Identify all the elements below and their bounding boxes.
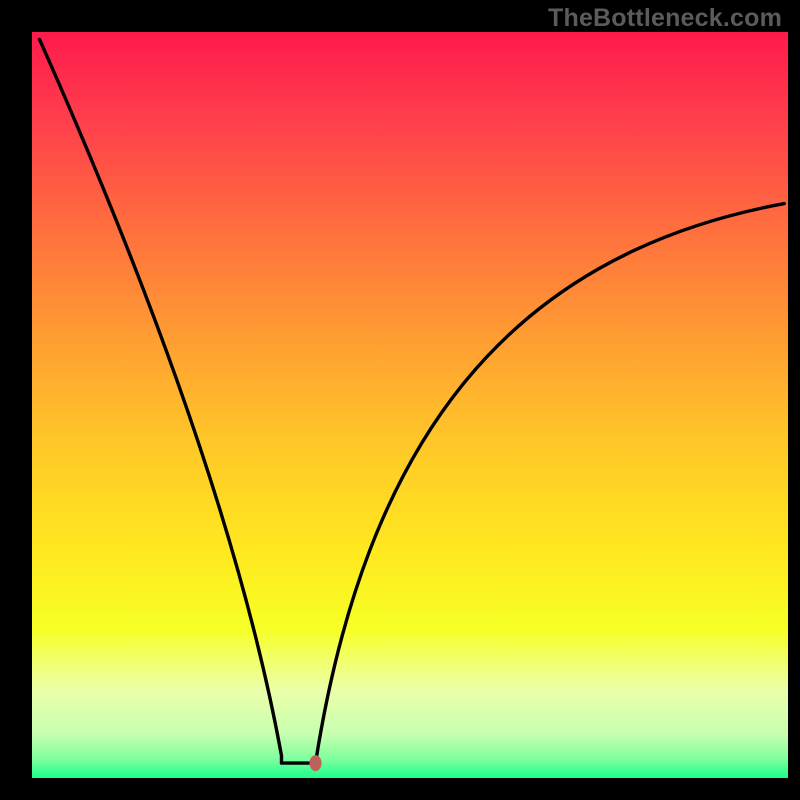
gradient-background [32,32,788,778]
minimum-marker [310,755,322,771]
watermark-text: TheBottleneck.com [548,4,782,33]
